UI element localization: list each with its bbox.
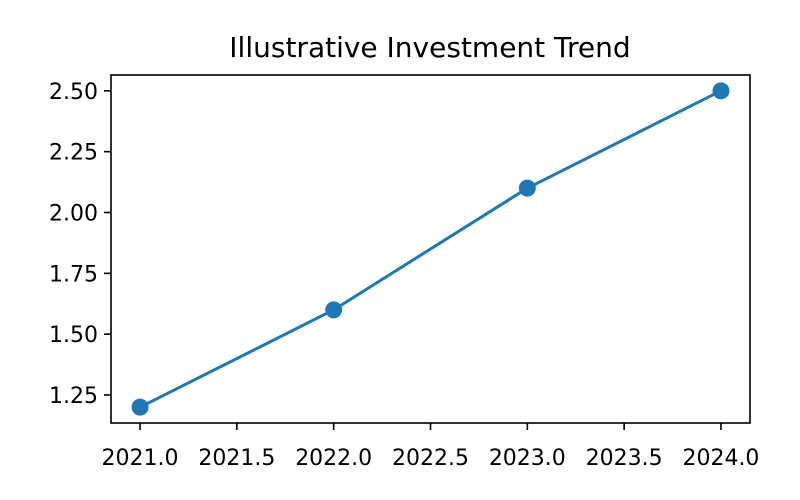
x-tick-label: 2021.5 xyxy=(198,446,275,471)
data-point xyxy=(518,179,536,197)
chart-title: Illustrative Investment Trend xyxy=(229,31,630,64)
y-tick-label: 1.25 xyxy=(49,384,98,409)
x-tick-label: 2023.5 xyxy=(586,446,663,471)
series-line xyxy=(138,89,723,409)
plot-area: 1.25 1.50 1.75 2.00 2.25 2.50 2021.0 2021.5 2022… xyxy=(49,74,759,471)
x-tick-label: 2022.5 xyxy=(392,446,469,471)
y-tick-label: 1.50 xyxy=(49,323,98,348)
data-point xyxy=(325,301,343,319)
data-point xyxy=(712,82,730,100)
y-tick-label: 2.50 xyxy=(49,80,98,105)
data-point xyxy=(131,398,149,416)
x-tick-label: 2021.0 xyxy=(102,446,179,471)
x-tick-label: 2024.0 xyxy=(682,446,759,471)
y-tick-label: 2.25 xyxy=(49,141,98,166)
x-tick-label: 2022.0 xyxy=(295,446,372,471)
y-tick-label: 2.00 xyxy=(49,201,98,226)
x-tick-label: 2023.0 xyxy=(489,446,566,471)
y-tick-label: 1.75 xyxy=(49,262,98,287)
